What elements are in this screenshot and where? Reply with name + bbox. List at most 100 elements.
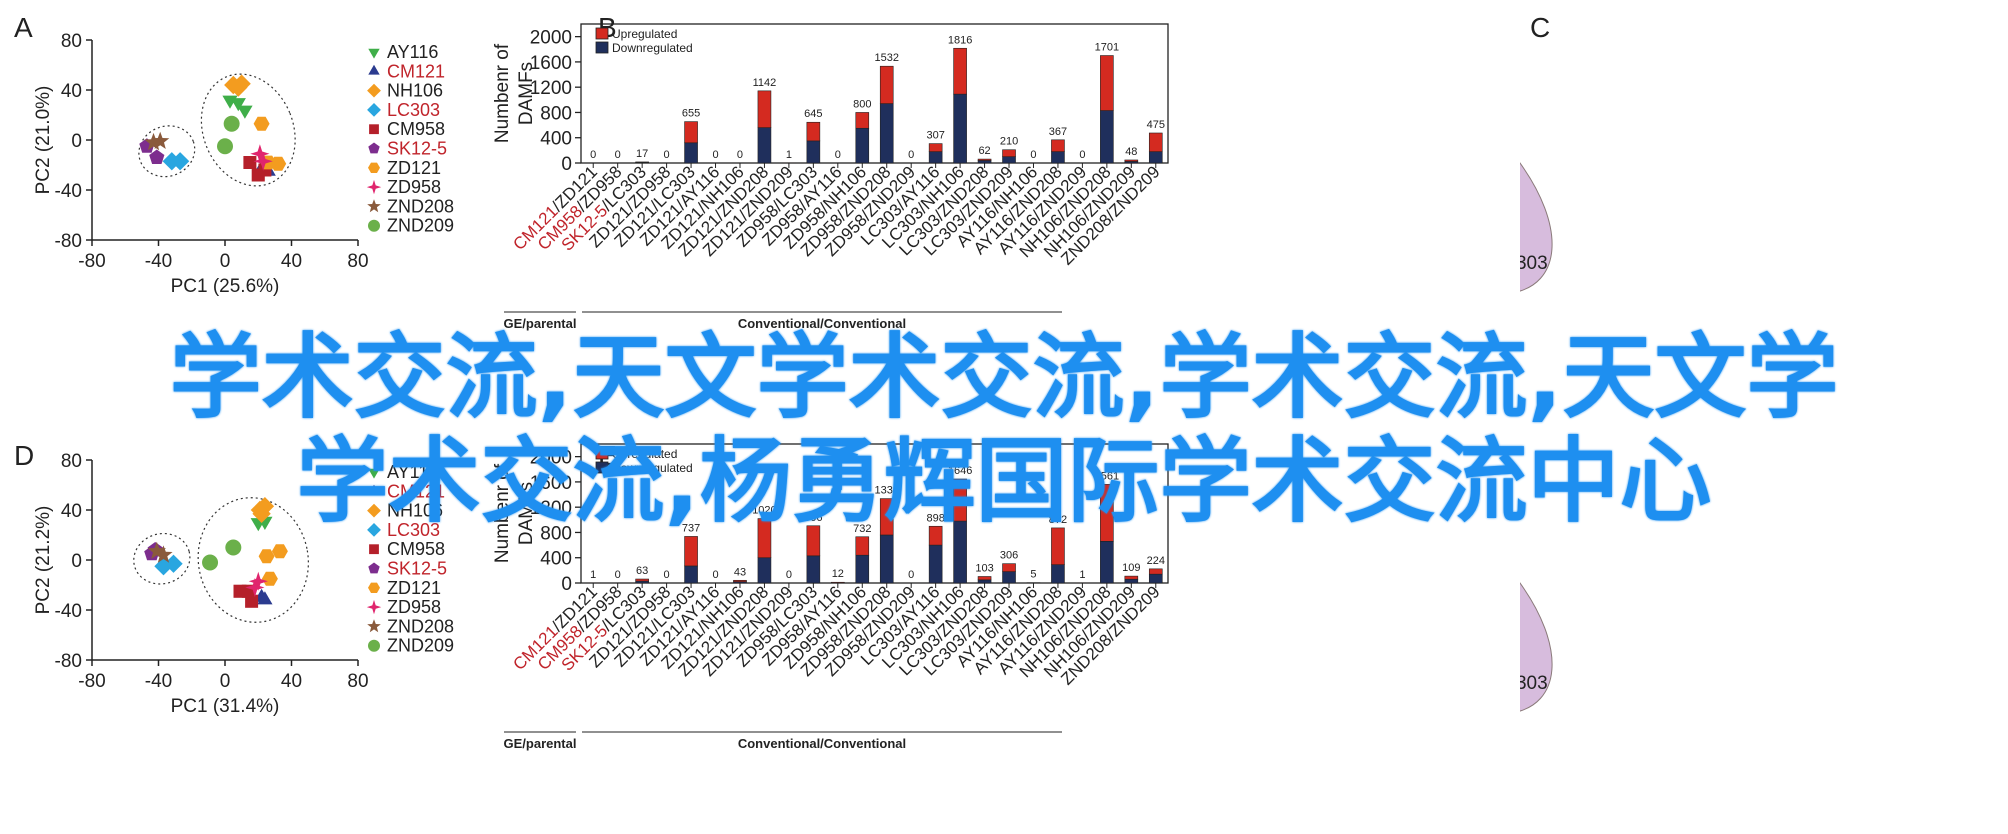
y-tick-label: 80 [61, 31, 82, 52]
bar-upregulated [806, 525, 821, 557]
point-lc303 [164, 554, 183, 573]
y-tick-label: -80 [55, 231, 82, 252]
bar-downregulated [977, 160, 992, 164]
bar-plot-group: 0 400 800 1200 1600 2000 Numbenr of DAMFs Upregu… [492, 23, 1169, 331]
bar-value-label: 0 [712, 149, 718, 161]
panel-letter-c: C [1530, 12, 1551, 43]
point-znd208 [151, 131, 170, 149]
bar-downregulated [953, 93, 967, 164]
y-tick-label: 2000 [530, 448, 572, 469]
y-axis-label-line1: Numbenr of [492, 43, 513, 143]
bar-value-label: 655 [682, 108, 700, 120]
bar-upregulated [879, 65, 894, 104]
venn-set-label-3-part-1: /LC303 [1520, 253, 1548, 274]
point-nh106 [229, 78, 248, 97]
legend-label-upregulated: Upregulated [612, 447, 677, 461]
y-tick-label: 1200 [530, 78, 572, 99]
bar-value-label: 898 [926, 512, 944, 524]
venn-ellipse-4 [1520, 481, 1553, 715]
bar-value-label: 1020 [752, 505, 776, 517]
legend-swatch-upregulated [595, 447, 609, 460]
bar-value-label: 210 [1000, 136, 1018, 148]
venn-ellipse-4 [1520, 61, 1553, 295]
bar-upregulated [1148, 132, 1163, 152]
bar-value-label: 12 [832, 568, 844, 580]
legend-label-cm121: CM121 [387, 481, 445, 501]
cluster-ellipse [133, 532, 191, 585]
legend-marker-nh106 [367, 503, 381, 518]
bar-downregulated [1100, 110, 1114, 164]
bar-value-label: 800 [853, 98, 871, 110]
y-tick-label: 0 [71, 551, 82, 572]
legend-label-znd209: ZND209 [387, 636, 454, 656]
venn-set-label-3: SK12-5/LC303 [1520, 673, 1548, 694]
bar-downregulated [879, 534, 894, 584]
bar-downregulated [953, 520, 967, 584]
bar-value-label: 5 [1030, 569, 1036, 581]
bar-downregulated [928, 544, 943, 584]
legend-label-lc303: LC303 [387, 100, 440, 120]
point-zd121 [261, 571, 278, 586]
venn-set-label-3: SK12-5/LC303 [1520, 253, 1548, 274]
venn-diagram-c: 3424000000000000017CM121/ZD121CM958/ZD95… [1520, 61, 1553, 295]
bar-value-label: 0 [615, 569, 621, 581]
point-ay116 [230, 98, 246, 112]
y-tick-label: 400 [540, 129, 572, 150]
cluster-ellipse [138, 125, 196, 178]
venn-group: 34860012100000000051CM121/ZD121CM958/ZD9… [1520, 481, 1553, 715]
legend-label-lc303: LC303 [387, 520, 440, 540]
bar-value-label: 1 [590, 569, 596, 581]
bar-value-label: 306 [1000, 550, 1018, 562]
group-label-right: Conventional/Conventional [738, 316, 906, 331]
legend-label-zd958: ZD958 [387, 597, 441, 617]
bar-value-label: 1336 [874, 485, 898, 497]
cluster-ellipse [200, 73, 296, 187]
legend-marker-zd958 [366, 179, 382, 195]
legend-marker-cm958 [369, 124, 379, 135]
bar-downregulated [1002, 156, 1016, 164]
point-zd121 [258, 549, 275, 564]
bar-upregulated [684, 121, 698, 144]
point-znd209 [225, 539, 242, 556]
legend-label-ay116: AY116 [387, 462, 438, 482]
y-axis-label-line2: DAMFs [516, 482, 537, 545]
legend-marker-cm121 [368, 64, 380, 75]
pca-scatter-a: -80 -40 0 40 80 80 40 0 -40 -80 PC1 (25.6%) PC2 (21… [33, 31, 454, 297]
bar-upregulated [635, 578, 649, 582]
y-axis-label: PC2 (21.2%) [33, 506, 54, 615]
point-znd208 [147, 541, 166, 559]
bar-downregulated [757, 127, 772, 164]
bar-value-label: 1532 [874, 52, 898, 64]
bar-value-label: 1561 [1095, 470, 1119, 482]
legend-label-downregulated: Downregulated [612, 461, 693, 475]
bar-value-label: 1701 [1095, 42, 1119, 54]
x-tick-label: 40 [281, 251, 302, 272]
y-tick-label: 2000 [530, 28, 572, 49]
bar-value-label: 62 [978, 145, 990, 157]
legend-marker-lc303 [367, 103, 381, 117]
x-tick-label: -80 [78, 671, 105, 692]
x-tick-label: 40 [281, 671, 302, 692]
y-axis-label-line2: DAMFs [516, 62, 537, 125]
legend-marker-zd958 [366, 599, 382, 615]
bar-upregulated [953, 47, 967, 95]
y-tick-label: 0 [561, 574, 572, 595]
bar-upregulated [855, 112, 870, 129]
bar-value-label: 0 [615, 149, 621, 161]
y-tick-label: 400 [540, 549, 572, 570]
bar-value-label: 475 [1147, 119, 1165, 131]
bar-upregulated [928, 143, 943, 152]
bar-value-label: 0 [786, 569, 792, 581]
y-tick-label: 1600 [530, 53, 572, 74]
bar-value-label: 17 [636, 148, 648, 160]
legend-label-upregulated: Upregulated [612, 27, 677, 41]
y-tick-label: 1600 [530, 473, 572, 494]
y-axis-label: PC2 (21.0%) [33, 86, 54, 195]
bar-value-label: 645 [804, 108, 822, 120]
bar-upregulated [928, 525, 943, 546]
x-tick-label: 0 [220, 671, 231, 692]
bar-value-label: 1142 [753, 77, 777, 89]
bar-value-label: 0 [835, 149, 841, 161]
x-tick-label: -80 [78, 251, 105, 272]
bar-upregulated [1100, 484, 1114, 542]
